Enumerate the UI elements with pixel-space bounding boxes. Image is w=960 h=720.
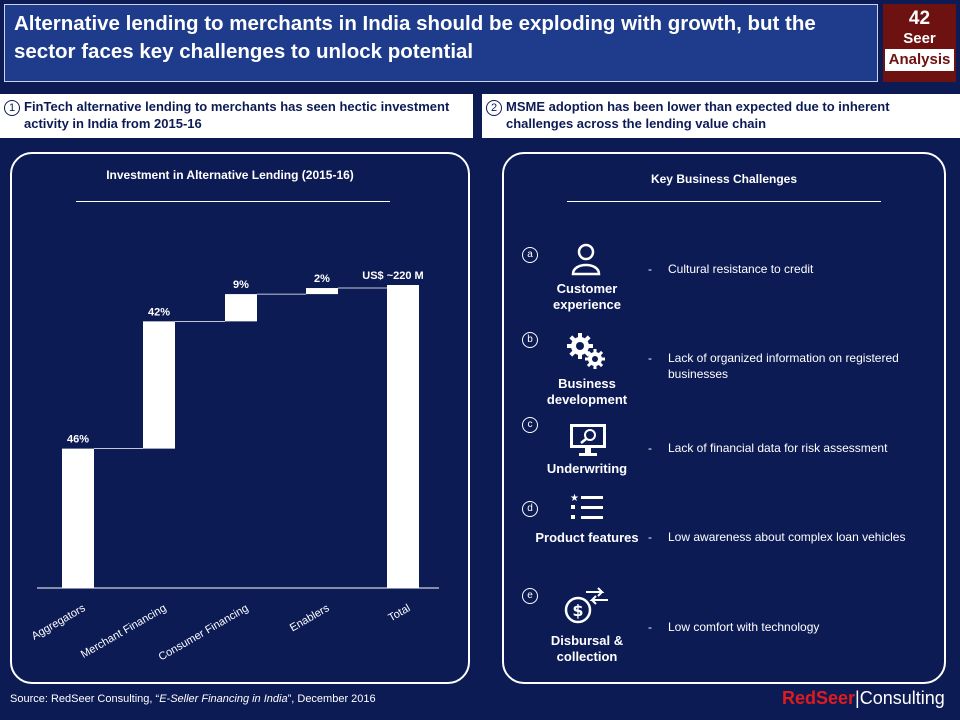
challenge-letter-a: a (522, 247, 538, 263)
chart-title-underline (76, 201, 390, 202)
tick-label-0: Aggregators (30, 602, 88, 643)
badge-line2: Analysis (885, 49, 954, 71)
data-label-2: 9% (233, 279, 249, 291)
challenge-letter-d: d (522, 501, 538, 517)
chart-panel (10, 152, 470, 684)
gears-icon (566, 332, 608, 372)
section-2-header: 2 MSME adoption has been lower than expe… (482, 94, 960, 138)
section-1-number: 1 (4, 100, 20, 116)
challenge-desc-e: - Low comfort with technology (648, 620, 820, 634)
waterfall-chart: 46% Aggregators 42% Merchant Financing 9% Con… (30, 270, 439, 663)
svg-text:★: ★ (570, 493, 579, 504)
challenge-letter-e: e (522, 588, 538, 604)
tick-label-2: Consumer Financing (157, 602, 251, 663)
monitor-search-icon (568, 422, 608, 458)
bar-aggregators (62, 448, 94, 588)
chart-title: Investment in Alternative Lending (2015-… (106, 168, 354, 182)
challenges-title-underline (567, 201, 881, 202)
challenge-desc-b: - Lack of organized information on regist… (648, 351, 899, 381)
challenge-label-d: Product features (535, 530, 639, 545)
tick-label-4: Total (386, 602, 412, 624)
challenge-desc-a: - Cultural resistance to credit (648, 262, 814, 276)
source-note: Source: RedSeer Consulting, “E-Seller Fi… (10, 693, 376, 705)
tick-label-1: Merchant Financing (79, 602, 169, 661)
section-2-number: 2 (486, 100, 502, 116)
badge-number: 42 (908, 8, 931, 29)
section-2-text: MSME adoption has been lower than expect… (506, 99, 890, 131)
data-label-1: 42% (148, 306, 170, 318)
challenge-label-b: Business development (546, 376, 628, 407)
data-label-4: US$ ~220 M (362, 270, 423, 282)
challenge-letter-c: c (522, 417, 538, 433)
challenges-panel (502, 152, 946, 684)
challenge-label-a: Customer experience (553, 281, 621, 312)
list-icon: ★ (568, 492, 606, 524)
redseer-logo: RedSeer|Consulting (782, 688, 945, 708)
challenge-desc-c: - Lack of financial data for risk assessm… (648, 441, 888, 455)
challenge-desc-d: - Low awareness about complex loan vehicl… (648, 530, 906, 544)
bar-merchant-financing (143, 321, 175, 449)
svg-text:$: $ (572, 601, 583, 620)
person-icon (568, 240, 604, 276)
bar-total (387, 285, 419, 588)
challenge-letter-b: b (522, 332, 538, 348)
challenge-label-c: Underwriting (546, 461, 628, 476)
section-1-text: FinTech alternative lending to merchants… (24, 99, 450, 131)
title-bar (4, 4, 878, 82)
badge-line1: Seer (903, 30, 936, 47)
page-title: Alternative lending to merchants in Indi… (14, 12, 816, 63)
challenge-label-e: Disbursal & collection (550, 633, 624, 664)
dollar-transfer-icon: $ (562, 584, 612, 628)
bar-consumer-financing (225, 294, 257, 322)
data-label-0: 46% (67, 434, 89, 446)
seer-analysis-badge: 42 Seer Analysis (883, 4, 956, 82)
challenges-title: Key Business Challenges (650, 172, 798, 186)
bar-enablers (306, 288, 338, 295)
section-1-header: 1 FinTech alternative lending to merchan… (0, 94, 473, 138)
tick-label-3: Enablers (288, 602, 332, 634)
data-label-3: 2% (314, 273, 330, 285)
